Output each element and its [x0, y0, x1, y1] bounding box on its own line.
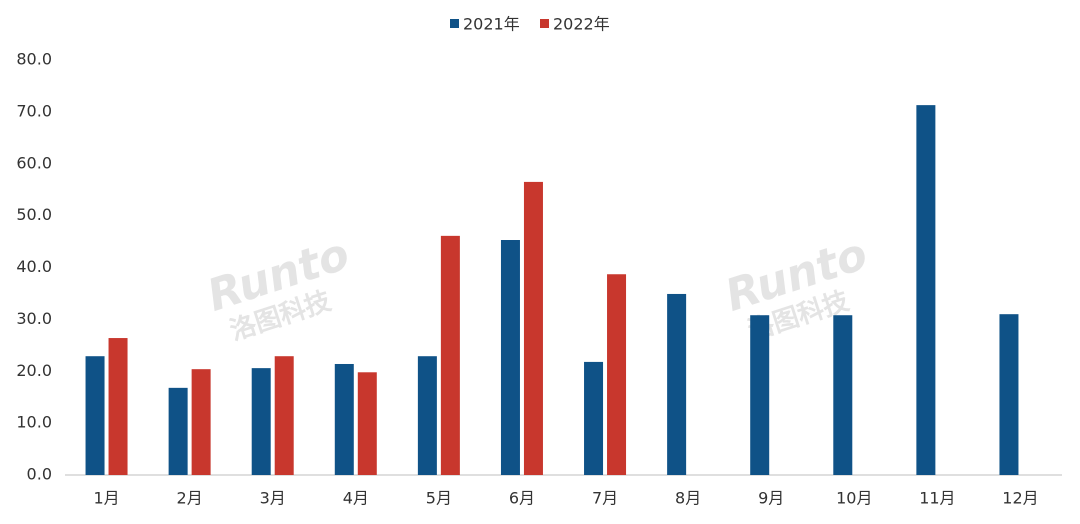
bar: [667, 293, 687, 475]
bar: [500, 240, 520, 475]
x-tick-label: 1月: [93, 489, 119, 508]
legend-swatch: [540, 19, 549, 28]
bar: [584, 361, 604, 475]
bar: [916, 105, 936, 475]
x-tick-label: 3月: [260, 489, 286, 508]
legend-label: 2022年: [553, 15, 610, 34]
bar: [440, 235, 460, 475]
y-tick-label: 20.0: [16, 361, 52, 380]
bar: [251, 368, 271, 475]
watermark: Runto 洛图科技: [201, 228, 355, 346]
y-tick-label: 0.0: [27, 465, 52, 484]
bar: [334, 363, 354, 475]
x-tick-label: 5月: [426, 489, 452, 508]
bar: [191, 369, 211, 475]
x-tick-label: 7月: [592, 489, 618, 508]
y-tick-label: 70.0: [16, 101, 52, 120]
x-tick-label: 6月: [509, 489, 535, 508]
bar: [108, 338, 128, 475]
y-tick-label: 10.0: [16, 413, 52, 432]
x-tick-label: 8月: [675, 489, 701, 508]
bar: [607, 274, 627, 475]
x-tick-label: 9月: [758, 489, 784, 508]
x-tick-label: 12月: [1002, 489, 1038, 508]
legend-swatch: [450, 19, 459, 28]
x-tick-label: 4月: [343, 489, 369, 508]
bar: [523, 181, 543, 475]
y-tick-label: 40.0: [16, 257, 52, 276]
y-tick-label: 60.0: [16, 153, 52, 172]
bar: [357, 372, 377, 475]
y-tick-label: 50.0: [16, 205, 52, 224]
bar: [999, 314, 1019, 475]
bar: [750, 315, 770, 475]
bar: [417, 356, 437, 475]
y-tick-label: 80.0: [16, 50, 52, 69]
legend-label: 2021年: [463, 15, 520, 34]
y-tick-label: 30.0: [16, 309, 52, 328]
bar: [168, 387, 188, 475]
bar: [833, 315, 853, 475]
x-tick-label: 2月: [177, 489, 203, 508]
watermark: Runto 洛图科技: [719, 228, 873, 346]
bar: [274, 356, 294, 475]
bar: [85, 356, 105, 475]
x-tick-label: 11月: [919, 489, 955, 508]
x-tick-label: 10月: [836, 489, 872, 508]
